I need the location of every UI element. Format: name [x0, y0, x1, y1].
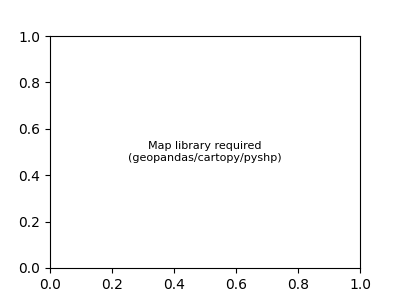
Text: Map library required
(geopandas/cartopy/pyshp): Map library required (geopandas/cartopy/… — [128, 141, 282, 163]
